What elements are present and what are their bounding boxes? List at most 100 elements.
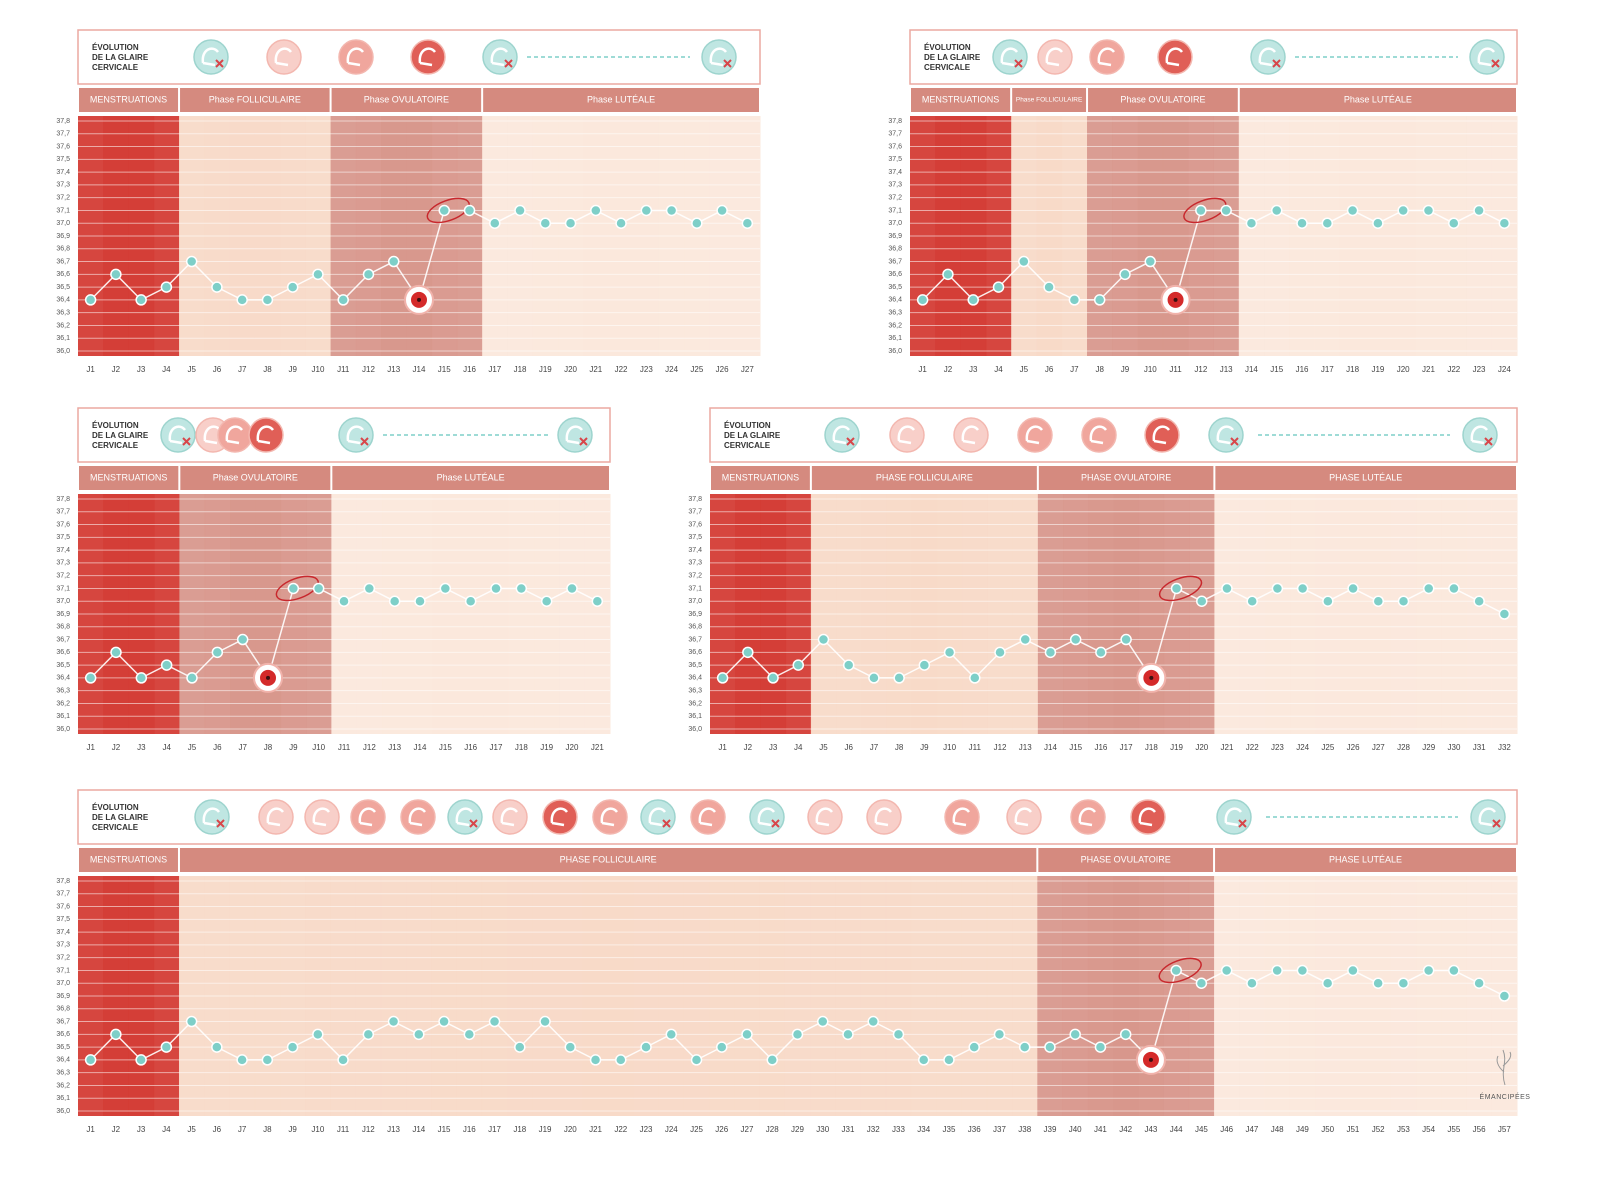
- phase-band: [1215, 466, 1516, 490]
- dry-cross: [182, 437, 191, 446]
- x-tick-label: J6: [213, 1125, 222, 1134]
- dry-cross: [846, 437, 855, 446]
- x-tick-label: J6: [844, 743, 853, 752]
- x-tick-label: J56: [1473, 1125, 1486, 1134]
- mucus-icon: [492, 799, 528, 835]
- x-tick-label: J23: [640, 365, 653, 374]
- mucus-icon-hand: [961, 425, 980, 445]
- y-tick-label: 37,5: [56, 156, 70, 163]
- mucus-icon: [1081, 417, 1117, 453]
- temperature-point: [615, 1054, 627, 1066]
- temperature-point: [540, 595, 553, 607]
- temperature-point: [1220, 964, 1233, 977]
- temperature-point: [716, 1041, 728, 1053]
- phase-band: [79, 466, 179, 490]
- temperature-point: [1170, 964, 1182, 977]
- phase-band: [1215, 848, 1516, 872]
- x-tick-label: J29: [1422, 743, 1435, 752]
- phase-label: MENSTRUATIONS: [722, 472, 799, 482]
- phase-label: Phase OVULATOIRE: [1120, 94, 1205, 104]
- mucus-icon: [749, 799, 785, 835]
- x-tick-label: J10: [312, 743, 325, 752]
- temperature-point: [84, 294, 97, 306]
- glaire-header-text: ÉVOLUTION: [724, 421, 771, 430]
- mucus-icon: [338, 39, 374, 75]
- x-tick-label: J9: [288, 1125, 297, 1134]
- temperature-point: [160, 281, 173, 293]
- glaire-header-text: DE LA GLAIRE: [924, 53, 981, 62]
- y-tick-label: 36,1: [56, 335, 70, 342]
- temperature-point: [464, 595, 477, 607]
- temperature-point: [363, 582, 376, 595]
- temperature-point: [1195, 977, 1208, 989]
- mucus-icon: [557, 417, 593, 453]
- x-tick-label: J4: [162, 743, 171, 752]
- y-tick-label: 37,1: [56, 207, 70, 214]
- temperature-point: [1170, 582, 1183, 595]
- glaire-header-text: ÉVOLUTION: [924, 43, 971, 52]
- x-tick-label: J16: [464, 743, 477, 752]
- y-tick-label: 37,5: [688, 534, 702, 541]
- phase-band: [711, 466, 810, 490]
- phase-label: Phase LUTÉALE: [587, 94, 655, 104]
- y-tick-label: 37,8: [56, 118, 70, 125]
- temperature-point: [160, 1041, 173, 1053]
- mucus-icon: [992, 39, 1028, 75]
- temperature-point: [1068, 294, 1081, 306]
- x-tick-label: J9: [920, 743, 929, 752]
- x-tick-label: J44: [1170, 1125, 1183, 1134]
- x-tick-label: J9: [1121, 365, 1130, 374]
- temperature-point: [312, 268, 324, 281]
- y-tick-label: 37,8: [888, 118, 902, 125]
- phase-label: Phase LUTÉALE: [1344, 94, 1412, 104]
- phase-label: MENSTRUATIONS: [922, 94, 999, 104]
- x-tick-label: J11: [338, 743, 351, 752]
- temperature-point: [967, 294, 979, 306]
- temperature-point: [1473, 204, 1485, 217]
- y-tick-label: 37,0: [56, 598, 70, 605]
- temperature-point: [1195, 204, 1207, 217]
- phase-band: [911, 88, 1011, 112]
- dry-cross: [771, 819, 780, 828]
- y-tick-label: 36,9: [688, 611, 702, 618]
- temperature-point: [261, 1054, 274, 1066]
- y-tick-label: 36,7: [56, 1018, 70, 1025]
- phase-band: [1239, 88, 1516, 112]
- glaire-header-text: DE LA GLAIRE: [92, 431, 149, 440]
- rise-ring: [1158, 575, 1203, 602]
- mucus-icon-hand: [1097, 47, 1116, 67]
- x-tick-label: J7: [1070, 365, 1079, 374]
- x-tick-label: J43: [1144, 1125, 1157, 1134]
- temperature-point: [414, 595, 426, 607]
- x-tick-label: J7: [238, 743, 247, 752]
- temperature-point: [817, 633, 830, 646]
- x-tick-label: J24: [1296, 743, 1309, 752]
- x-tick-label: J19: [1371, 365, 1384, 374]
- x-tick-label: J33: [892, 1125, 905, 1134]
- temperature-point: [1270, 204, 1283, 217]
- y-tick-label: 36,4: [888, 297, 902, 304]
- temperature-point: [110, 1028, 122, 1041]
- x-tick-label: J2: [112, 1125, 121, 1134]
- temperature-point: [1372, 977, 1384, 989]
- temperature-point: [968, 1041, 980, 1053]
- y-tick-label: 36,8: [888, 246, 902, 253]
- temperature-point: [488, 1015, 501, 1028]
- x-tick-label: J26: [715, 1125, 728, 1134]
- x-tick-label: J14: [1044, 743, 1057, 752]
- mucus-icon: [824, 417, 860, 453]
- y-tick-label: 36,6: [888, 271, 902, 278]
- y-tick-label: 36,4: [56, 1057, 70, 1064]
- x-tick-label: J57: [1498, 1125, 1511, 1134]
- x-tick-label: J10: [312, 365, 325, 374]
- dry-cross: [1230, 437, 1239, 446]
- mucus-icon-hand: [201, 47, 220, 67]
- x-tick-label: J15: [438, 1125, 451, 1134]
- x-tick-label: J4: [994, 365, 1003, 374]
- x-tick-label: J3: [137, 365, 146, 374]
- glaire-header-text: ÉVOLUTION: [92, 421, 139, 430]
- phase-label: MENSTRUATIONS: [90, 854, 167, 864]
- mucus-icon: [1006, 799, 1042, 835]
- x-tick-label: J23: [1473, 365, 1486, 374]
- temperature-point: [1144, 255, 1157, 268]
